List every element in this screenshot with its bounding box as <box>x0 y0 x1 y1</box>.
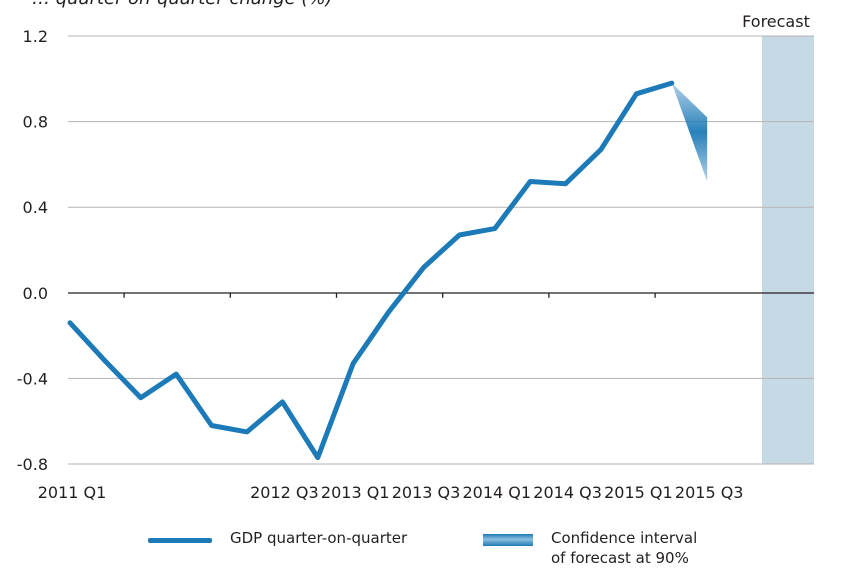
y-tick-label: 0.0 <box>23 284 48 303</box>
legend: GDP quarter-on-quarter Confidence interv… <box>0 528 842 570</box>
forecast-label: Forecast <box>742 12 810 31</box>
legend-label-confidence: Confidence interval of forecast at 90% <box>551 528 697 568</box>
y-tick-label: 0.4 <box>23 198 48 217</box>
gdp-series-line <box>67 80 675 461</box>
x-tick-label: 2014 Q1 <box>463 483 532 502</box>
y-tick-label: -0.4 <box>17 369 48 388</box>
x-tick-labels: 2011 Q1 2012 Q3 2013 Q1 2013 Q3 2014 Q1 2014 … <box>38 483 744 502</box>
x-tick-label: 2013 Q3 <box>392 483 461 502</box>
forecast-shade <box>762 36 814 464</box>
y-tick-label: 1.2 <box>23 27 48 46</box>
legend-label-confidence-line1: Confidence interval <box>551 529 698 547</box>
legend-item-confidence: Confidence interval of forecast at 90% <box>483 528 697 568</box>
x-tick-label: 2011 Q1 <box>38 483 107 502</box>
x-tick-label: 2015 Q1 <box>604 483 673 502</box>
gdp-data-points <box>69 82 672 458</box>
confidence-interval-band <box>671 83 708 182</box>
x-tick-label: 2014 Q3 <box>533 483 602 502</box>
y-tick-label: 0.8 <box>23 113 48 132</box>
legend-swatch-line <box>148 538 212 543</box>
legend-swatch-band <box>483 534 533 546</box>
legend-item-gdp: GDP quarter-on-quarter <box>148 528 407 548</box>
x-tick-label: 2012 Q3 <box>250 483 319 502</box>
x-axis-ticks <box>123 292 656 298</box>
y-tick-labels: 1.2 0.8 0.4 0.0 -0.4 -0.8 <box>17 27 48 474</box>
legend-label-confidence-line2: of forecast at 90% <box>551 549 689 567</box>
legend-label-gdp: GDP quarter-on-quarter <box>230 529 408 547</box>
x-tick-label: 2013 Q1 <box>321 483 390 502</box>
x-tick-label: 2015 Q3 <box>675 483 744 502</box>
y-tick-label: -0.8 <box>17 455 48 474</box>
chart-title-fragment: … quarter-on-quarter change (%) <box>32 0 333 9</box>
